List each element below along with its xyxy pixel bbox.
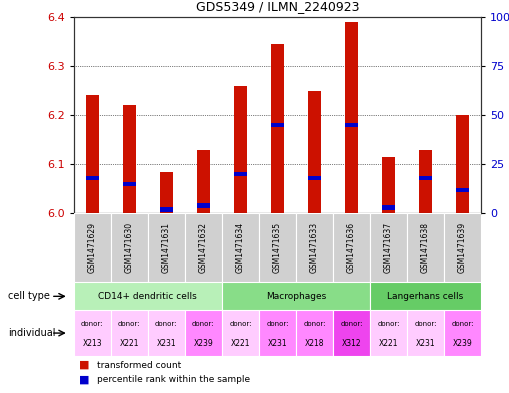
- Bar: [222, 213, 259, 282]
- Bar: [370, 213, 407, 282]
- Bar: [419, 149, 432, 213]
- Bar: [222, 282, 370, 310]
- Text: GSM1471639: GSM1471639: [458, 222, 467, 274]
- Bar: [234, 86, 247, 213]
- Bar: [185, 310, 222, 356]
- Text: CD14+ dendritic cells: CD14+ dendritic cells: [98, 292, 197, 301]
- Text: transformed count: transformed count: [97, 360, 181, 369]
- Text: percentile rank within the sample: percentile rank within the sample: [97, 375, 250, 384]
- Text: GSM1471631: GSM1471631: [162, 222, 171, 273]
- Text: ■: ■: [79, 360, 90, 370]
- Bar: [259, 310, 296, 356]
- Text: X231: X231: [268, 338, 287, 347]
- Text: GSM1471633: GSM1471633: [310, 222, 319, 274]
- Bar: [456, 115, 469, 213]
- Bar: [333, 310, 370, 356]
- Bar: [296, 310, 333, 356]
- Text: cell type: cell type: [8, 291, 49, 301]
- Text: Langerhans cells: Langerhans cells: [387, 292, 464, 301]
- Bar: [148, 310, 185, 356]
- Bar: [185, 213, 222, 282]
- Text: X213: X213: [82, 338, 102, 347]
- Bar: [345, 123, 358, 127]
- Text: donor:: donor:: [118, 321, 140, 327]
- Text: X239: X239: [453, 338, 472, 347]
- Bar: [308, 90, 321, 213]
- Bar: [444, 310, 481, 356]
- Text: donor:: donor:: [192, 321, 215, 327]
- Text: X239: X239: [193, 338, 213, 347]
- Text: GSM1471638: GSM1471638: [421, 222, 430, 273]
- Bar: [444, 213, 481, 282]
- Bar: [86, 95, 99, 213]
- Text: GSM1471634: GSM1471634: [236, 222, 245, 274]
- Bar: [197, 203, 210, 208]
- Text: GSM1471637: GSM1471637: [384, 222, 393, 274]
- Text: ■: ■: [79, 375, 90, 385]
- Text: donor:: donor:: [340, 321, 363, 327]
- Text: X312: X312: [342, 338, 361, 347]
- Bar: [407, 213, 444, 282]
- Text: GSM1471630: GSM1471630: [125, 222, 134, 274]
- Bar: [407, 310, 444, 356]
- Bar: [197, 149, 210, 213]
- Bar: [123, 182, 136, 186]
- Bar: [160, 207, 173, 212]
- Text: donor:: donor:: [303, 321, 326, 327]
- Bar: [271, 44, 284, 213]
- Text: Macrophages: Macrophages: [266, 292, 326, 301]
- Bar: [419, 176, 432, 180]
- Text: donor:: donor:: [266, 321, 289, 327]
- Bar: [234, 172, 247, 176]
- Text: X231: X231: [157, 338, 176, 347]
- Bar: [308, 176, 321, 180]
- Text: donor:: donor:: [377, 321, 400, 327]
- Bar: [296, 213, 333, 282]
- Text: donor:: donor:: [451, 321, 474, 327]
- Text: GSM1471635: GSM1471635: [273, 222, 282, 274]
- Text: X218: X218: [305, 338, 324, 347]
- Bar: [333, 213, 370, 282]
- Bar: [74, 282, 222, 310]
- Bar: [74, 310, 111, 356]
- Text: donor:: donor:: [81, 321, 103, 327]
- Bar: [382, 157, 395, 213]
- Bar: [74, 213, 111, 282]
- Text: X221: X221: [231, 338, 250, 347]
- Bar: [456, 187, 469, 192]
- Text: GSM1471629: GSM1471629: [88, 222, 97, 273]
- Text: X221: X221: [379, 338, 398, 347]
- Bar: [86, 176, 99, 180]
- Text: individual: individual: [8, 328, 55, 338]
- Text: X221: X221: [120, 338, 139, 347]
- Bar: [222, 310, 259, 356]
- Bar: [160, 172, 173, 213]
- Bar: [271, 123, 284, 127]
- Bar: [111, 310, 148, 356]
- Bar: [370, 310, 407, 356]
- Text: GSM1471632: GSM1471632: [199, 222, 208, 273]
- Bar: [111, 213, 148, 282]
- Title: GDS5349 / ILMN_2240923: GDS5349 / ILMN_2240923: [195, 0, 359, 13]
- Bar: [123, 105, 136, 213]
- Text: donor:: donor:: [229, 321, 251, 327]
- Bar: [370, 282, 481, 310]
- Text: donor:: donor:: [414, 321, 437, 327]
- Bar: [148, 213, 185, 282]
- Text: X231: X231: [416, 338, 435, 347]
- Bar: [259, 213, 296, 282]
- Bar: [345, 22, 358, 213]
- Text: donor:: donor:: [155, 321, 178, 327]
- Text: GSM1471636: GSM1471636: [347, 222, 356, 274]
- Bar: [382, 205, 395, 210]
